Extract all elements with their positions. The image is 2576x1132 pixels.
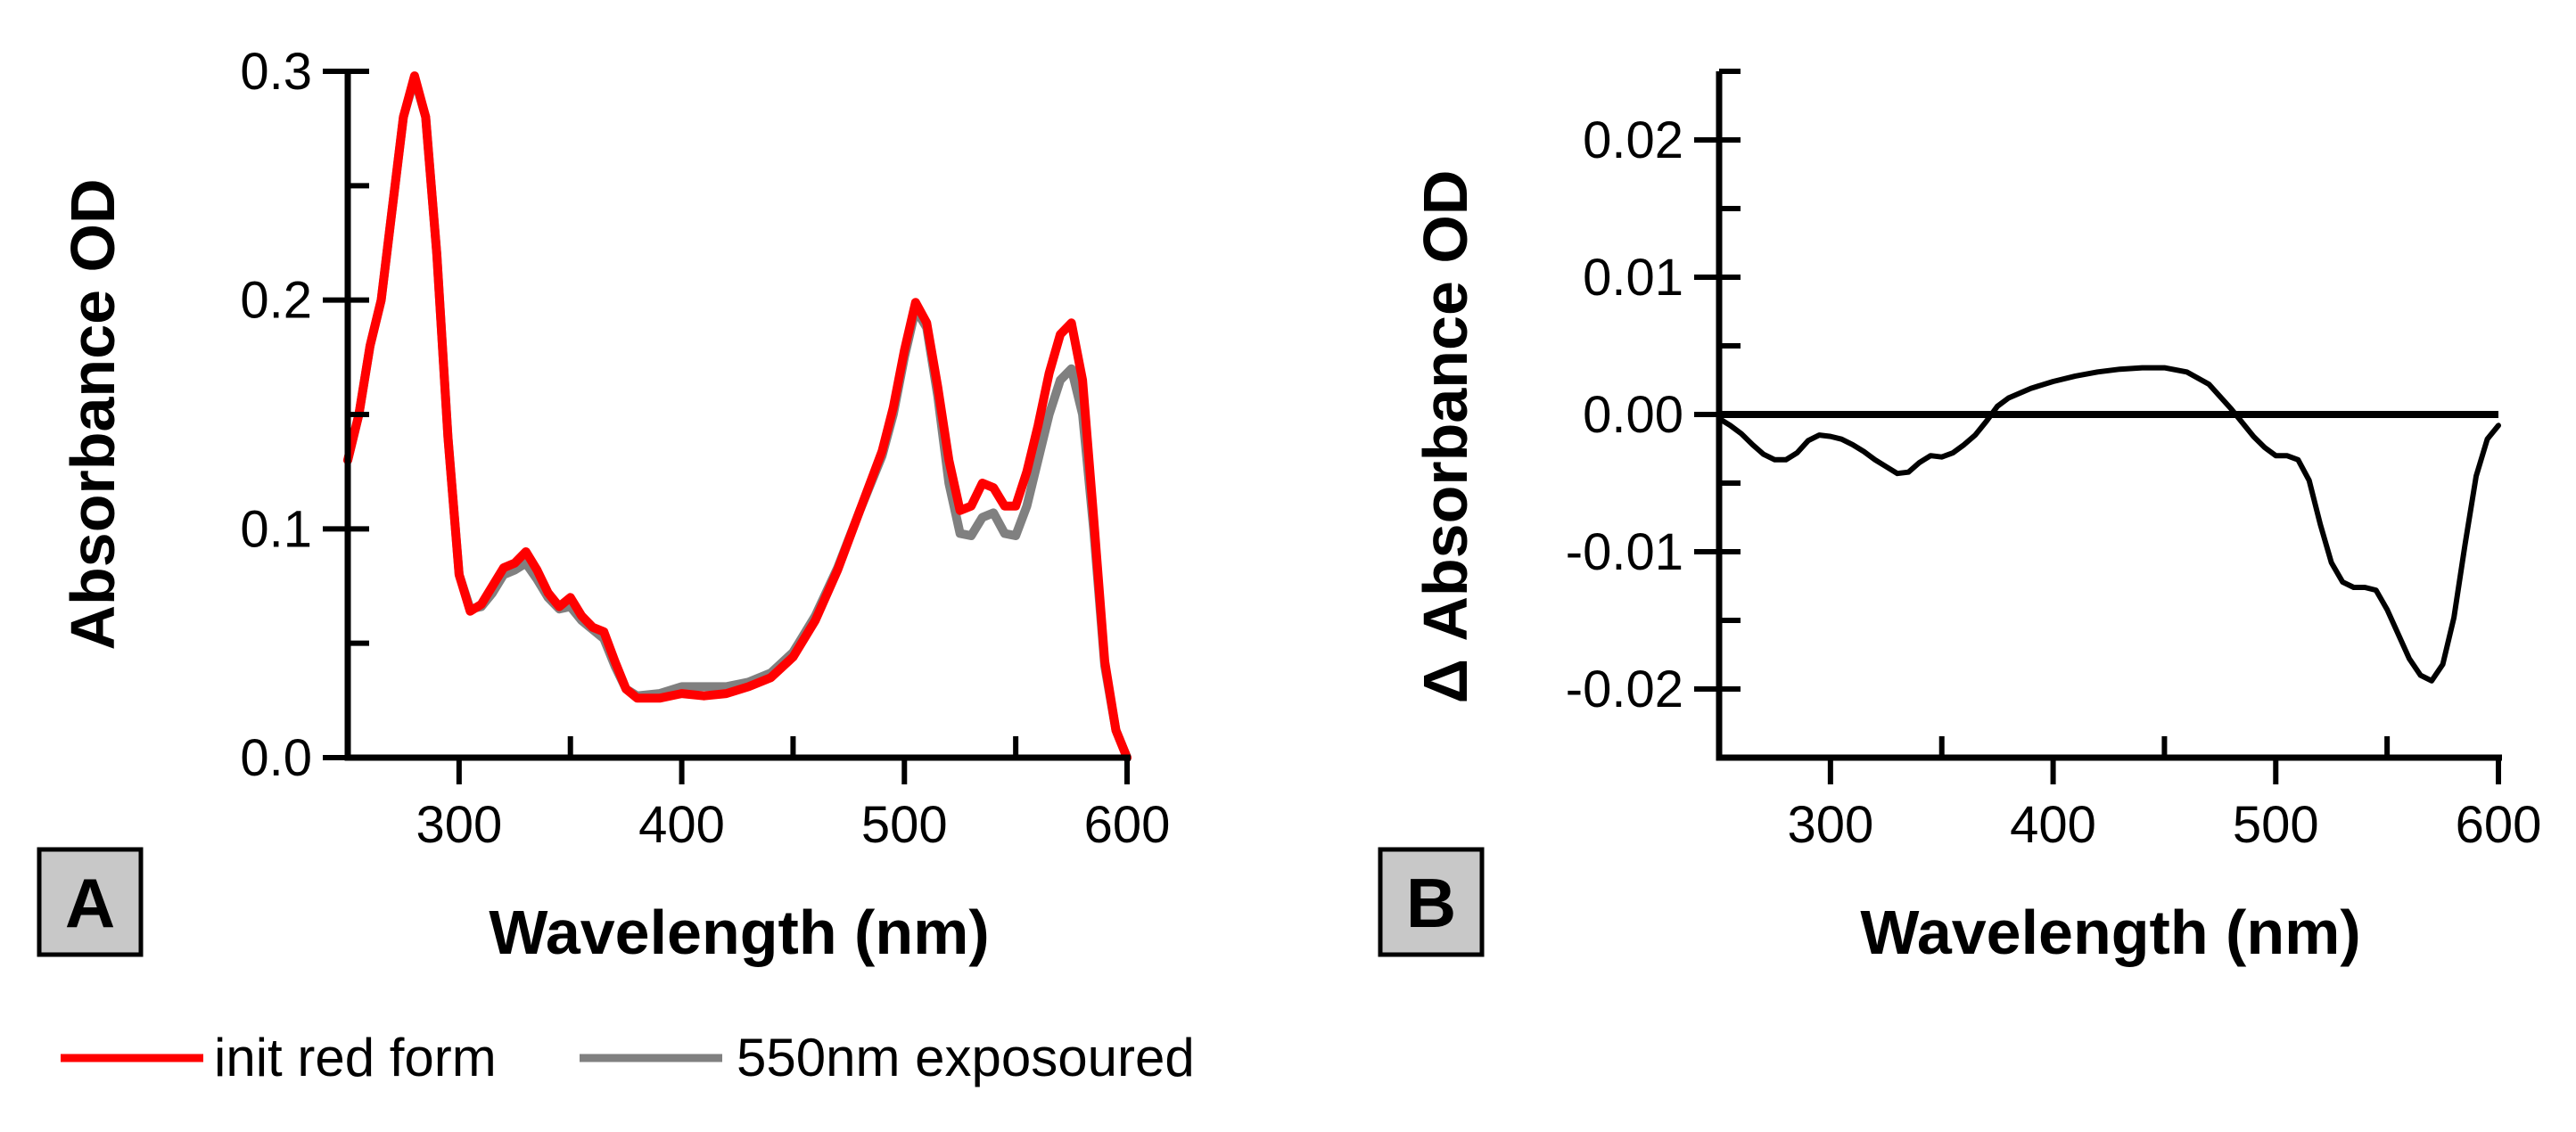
- panel-a-ticks: 0.0 0.1 0.2 0.3 300 400 500 600: [240, 43, 1170, 854]
- panel-b-y-tick-label: -0.02: [1566, 660, 1683, 718]
- panel-b-ticks: -0.02 -0.01 0.00 0.01 0.02 300 400 500 600: [1566, 69, 2542, 854]
- panel-b-label-background: [1378, 847, 1485, 957]
- panel-b-y-tick-label: 0.00: [1583, 386, 1683, 444]
- panel-a-y-tick-label: 0.2: [240, 272, 312, 330]
- panel-a-label-background: [37, 847, 144, 957]
- panel-b-label: B: [1406, 864, 1456, 942]
- panel-b-x-tick-label: 500: [2233, 796, 2319, 854]
- panel-a-y-axis-title: Absorbance OD: [58, 179, 128, 651]
- panel-b-chart: -0.02 -0.01 0.00 0.01 0.02 300 400 500 600 Wavel…: [1378, 69, 2542, 967]
- panel-a-x-tick-label: 500: [861, 796, 948, 854]
- panel-b-y-axis-title: Δ Absorbance OD: [1411, 170, 1480, 704]
- panel-a-x-tick-label: 400: [638, 796, 725, 854]
- panel-a-y-tick-label: 0.3: [240, 43, 312, 101]
- panel-b-label-box: B: [1378, 847, 1485, 957]
- panel-a-y-tick-label: 0.0: [240, 729, 312, 787]
- panel-a-x-tick-label: 300: [416, 796, 502, 854]
- panel-b-x-tick-label: 600: [2456, 796, 2542, 854]
- panel-b-series-difference: [1716, 365, 2501, 684]
- legend-label-550nm-exposoured: 550nm exposoured: [737, 1028, 1195, 1087]
- panel-b-x-tick-label: 400: [2010, 796, 2096, 854]
- panel-a-x-tick-label: 600: [1084, 796, 1171, 854]
- panel-a-x-axis-title: Wavelength (nm): [489, 898, 989, 967]
- panel-a-axes: [344, 71, 1131, 761]
- panel-a-series-init-red-form: [343, 71, 1132, 762]
- panel-a-plot-area: [343, 71, 1132, 762]
- panel-b-x-axis-title: Wavelength (nm): [1860, 898, 2360, 967]
- panel-b-y-tick-label: -0.01: [1566, 523, 1683, 581]
- panel-b-plot-area: [1716, 365, 2501, 684]
- panel-a-chart: 0.0 0.1 0.2 0.3 300 400 500 600 Wavelength (nm)…: [37, 43, 1170, 967]
- legend: init red form 550nm exposoured: [61, 1028, 1195, 1087]
- panel-b-y-tick-label: 0.02: [1583, 111, 1683, 169]
- panel-a-label-box: A: [37, 847, 144, 957]
- panel-b-y-tick-label: 0.01: [1583, 249, 1683, 307]
- panel-a-y-tick-label: 0.1: [240, 500, 312, 558]
- legend-label-init-red-form: init red form: [214, 1028, 497, 1087]
- panel-b-x-tick-label: 300: [1787, 796, 1873, 854]
- panel-a-label: A: [65, 864, 115, 942]
- panel-a-series-550nm-exposoured: [343, 73, 1132, 762]
